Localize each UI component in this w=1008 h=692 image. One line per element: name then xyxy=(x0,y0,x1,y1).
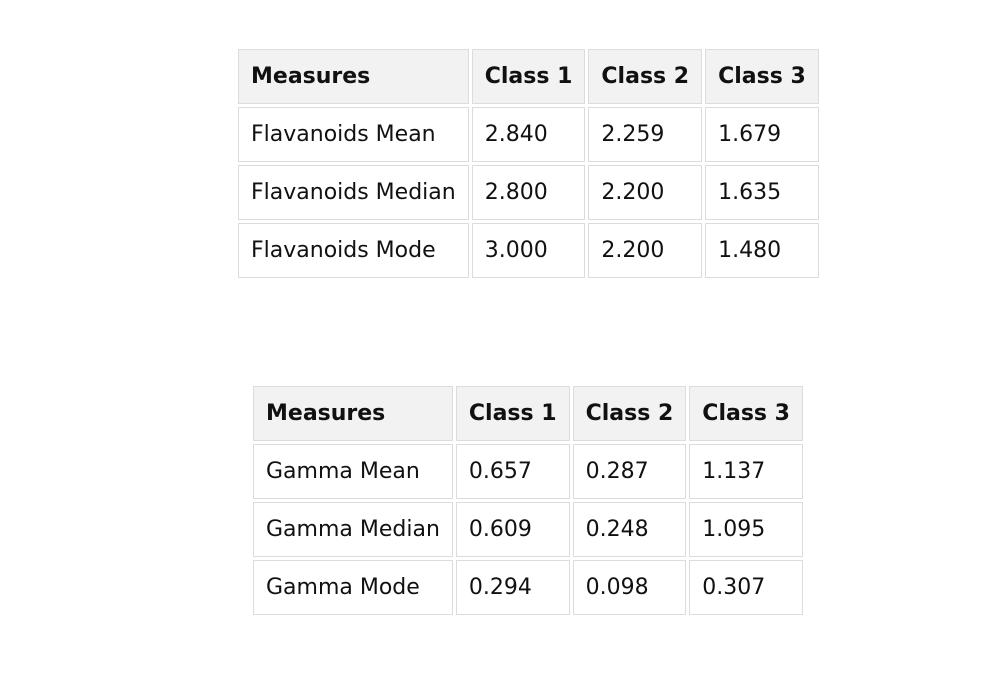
cell-class-3: 1.095 xyxy=(689,502,803,557)
header-class-1: Class 1 xyxy=(455,386,570,441)
flavanoids-table: Measures Class 1 Class 2 Class 3 Flavano… xyxy=(235,46,822,281)
header-measures: Measures xyxy=(253,386,453,441)
cell-class-1: 2.800 xyxy=(471,165,586,220)
table-row: Flavanoids Median 2.800 2.200 1.635 xyxy=(238,165,819,220)
cell-class-2: 2.259 xyxy=(588,107,703,162)
header-class-2: Class 2 xyxy=(588,49,703,104)
row-label: Gamma Mode xyxy=(253,560,453,615)
table-header-row: Measures Class 1 Class 2 Class 3 xyxy=(253,386,803,441)
cell-class-1: 2.840 xyxy=(471,107,586,162)
cell-class-1: 0.609 xyxy=(455,502,570,557)
table-header-row: Measures Class 1 Class 2 Class 3 xyxy=(238,49,819,104)
cell-class-2: 0.098 xyxy=(572,560,687,615)
table-row: Flavanoids Mean 2.840 2.259 1.679 xyxy=(238,107,819,162)
cell-class-3: 1.635 xyxy=(705,165,819,220)
header-measures: Measures xyxy=(238,49,469,104)
header-class-2: Class 2 xyxy=(572,386,687,441)
table-row: Gamma Mean 0.657 0.287 1.137 xyxy=(253,444,803,499)
cell-class-2: 0.287 xyxy=(572,444,687,499)
cell-class-2: 2.200 xyxy=(588,223,703,278)
cell-class-2: 0.248 xyxy=(572,502,687,557)
cell-class-1: 0.294 xyxy=(455,560,570,615)
gamma-table: Measures Class 1 Class 2 Class 3 Gamma M… xyxy=(250,383,806,618)
cell-class-3: 1.679 xyxy=(705,107,819,162)
table-row: Gamma Median 0.609 0.248 1.095 xyxy=(253,502,803,557)
row-label: Gamma Median xyxy=(253,502,453,557)
cell-class-3: 0.307 xyxy=(689,560,803,615)
table-row: Flavanoids Mode 3.000 2.200 1.480 xyxy=(238,223,819,278)
cell-class-1: 0.657 xyxy=(455,444,570,499)
cell-class-3: 1.137 xyxy=(689,444,803,499)
row-label: Flavanoids Mean xyxy=(238,107,469,162)
header-class-1: Class 1 xyxy=(471,49,586,104)
cell-class-1: 3.000 xyxy=(471,223,586,278)
row-label: Gamma Mean xyxy=(253,444,453,499)
row-label: Flavanoids Median xyxy=(238,165,469,220)
table-row: Gamma Mode 0.294 0.098 0.307 xyxy=(253,560,803,615)
cell-class-3: 1.480 xyxy=(705,223,819,278)
row-label: Flavanoids Mode xyxy=(238,223,469,278)
header-class-3: Class 3 xyxy=(689,386,803,441)
cell-class-2: 2.200 xyxy=(588,165,703,220)
header-class-3: Class 3 xyxy=(705,49,819,104)
